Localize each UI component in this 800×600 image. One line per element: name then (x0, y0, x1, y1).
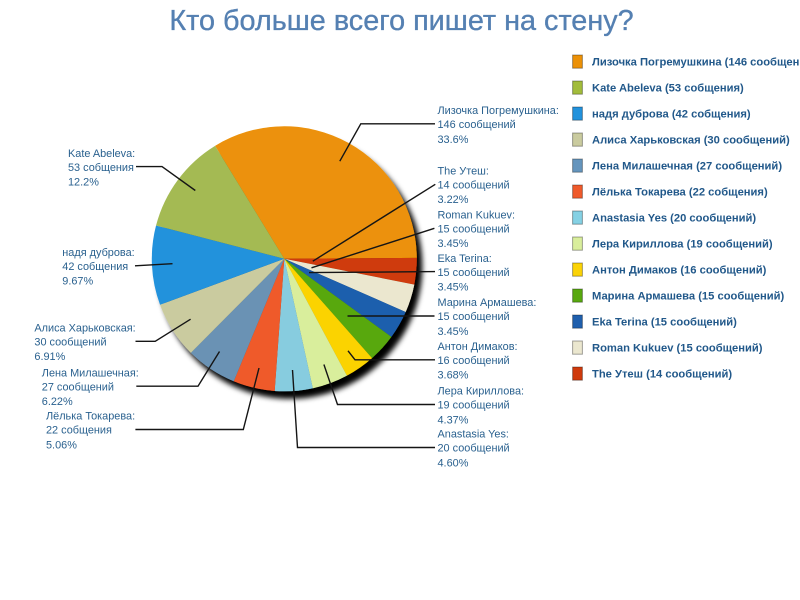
svg-text:3.68%: 3.68% (438, 370, 469, 382)
svg-text:Лера Кириллова:: Лера Кириллова: (438, 386, 525, 398)
svg-text:Лизочка Погремушкина (146 сооб: Лизочка Погремушкина (146 сообщений) (592, 57, 800, 69)
svg-text:3.45%: 3.45% (438, 238, 469, 250)
svg-text:53 собщения: 53 собщения (68, 162, 134, 174)
svg-text:The Утеш (14 сообщений): The Утеш (14 сообщений) (592, 369, 732, 381)
svg-text:3.22%: 3.22% (438, 194, 469, 206)
svg-text:6.91%: 6.91% (34, 351, 65, 363)
svg-text:15 сообщений: 15 сообщений (438, 267, 510, 279)
svg-text:надя дуброва (42 собщения): надя дуброва (42 собщения) (592, 109, 751, 121)
svg-text:27 сообщений: 27 сообщений (42, 381, 114, 393)
svg-text:9.67%: 9.67% (62, 276, 93, 288)
svg-text:Eka Terina (15 сообщений): Eka Terina (15 сообщений) (592, 317, 737, 329)
svg-text:Eka Terina:: Eka Terina: (438, 253, 492, 265)
svg-text:Алиса Харьковская (30 сообщени: Алиса Харьковская (30 сообщений) (592, 135, 790, 147)
svg-text:Алиса Харьковская:: Алиса Харьковская: (34, 323, 135, 335)
svg-text:4.60%: 4.60% (438, 457, 469, 469)
svg-text:15 сообщений: 15 сообщений (438, 311, 510, 323)
svg-text:19 сообщений: 19 сообщений (438, 400, 510, 412)
svg-text:Roman Kukuev:: Roman Kukuev: (438, 210, 515, 222)
svg-text:33.6%: 33.6% (438, 134, 469, 146)
svg-text:Roman Kukuev (15 сообщений): Roman Kukuev (15 сообщений) (592, 343, 763, 355)
svg-text:Anastasia Yes:: Anastasia Yes: (438, 429, 509, 441)
svg-text:Кто больше всего пишет на стен: Кто больше всего пишет на стену? (169, 5, 633, 37)
svg-text:146 сообщений: 146 сообщений (438, 119, 516, 131)
svg-text:Лёлька Токарева:: Лёлька Токарева: (46, 411, 135, 423)
svg-text:42 собщения: 42 собщения (62, 261, 128, 273)
svg-text:14 сообщений: 14 сообщений (438, 180, 510, 192)
svg-text:12.2%: 12.2% (68, 176, 99, 188)
svg-text:Антон Димаков (16 сообщений): Антон Димаков (16 сообщений) (592, 265, 767, 277)
svg-text:Лера Кириллова (19 сообщений): Лера Кириллова (19 сообщений) (592, 239, 773, 251)
svg-text:3.45%: 3.45% (438, 326, 469, 338)
svg-text:Лена Милашечная:: Лена Милашечная: (42, 367, 139, 379)
svg-text:6.22%: 6.22% (42, 396, 73, 408)
svg-text:Марина Армашева:: Марина Армашева: (438, 297, 537, 309)
svg-text:16 сообщений: 16 сообщений (438, 355, 510, 367)
svg-text:22 собщения: 22 собщения (46, 425, 112, 437)
svg-text:Лена Милашечная (27 сообщений): Лена Милашечная (27 сообщений) (592, 161, 782, 173)
svg-text:Kate Abeleva (53 собщения): Kate Abeleva (53 собщения) (592, 83, 744, 95)
svg-text:Марина Армашева (15 сообщений): Марина Армашева (15 сообщений) (592, 291, 784, 303)
svg-text:5.06%: 5.06% (46, 439, 77, 451)
svg-text:надя дуброва:: надя дуброва: (62, 247, 134, 259)
svg-text:Anastasia Yes (20 сообщений): Anastasia Yes (20 сообщений) (592, 213, 756, 225)
svg-text:Лёлька Токарева (22 собщения): Лёлька Токарева (22 собщения) (592, 187, 768, 199)
svg-text:15 сообщений: 15 сообщений (438, 224, 510, 236)
svg-text:Kate Abeleva:: Kate Abeleva: (68, 148, 135, 160)
svg-text:30 сообщений: 30 сообщений (34, 337, 106, 349)
svg-text:The Утеш:: The Утеш: (438, 166, 489, 178)
svg-text:Лизочка Погремушкина:: Лизочка Погремушкина: (438, 105, 559, 117)
svg-text:20 сообщений: 20 сообщений (438, 443, 510, 455)
svg-text:Антон Димаков:: Антон Димаков: (438, 341, 518, 353)
svg-text:3.45%: 3.45% (438, 281, 469, 293)
svg-text:4.37%: 4.37% (438, 414, 469, 426)
